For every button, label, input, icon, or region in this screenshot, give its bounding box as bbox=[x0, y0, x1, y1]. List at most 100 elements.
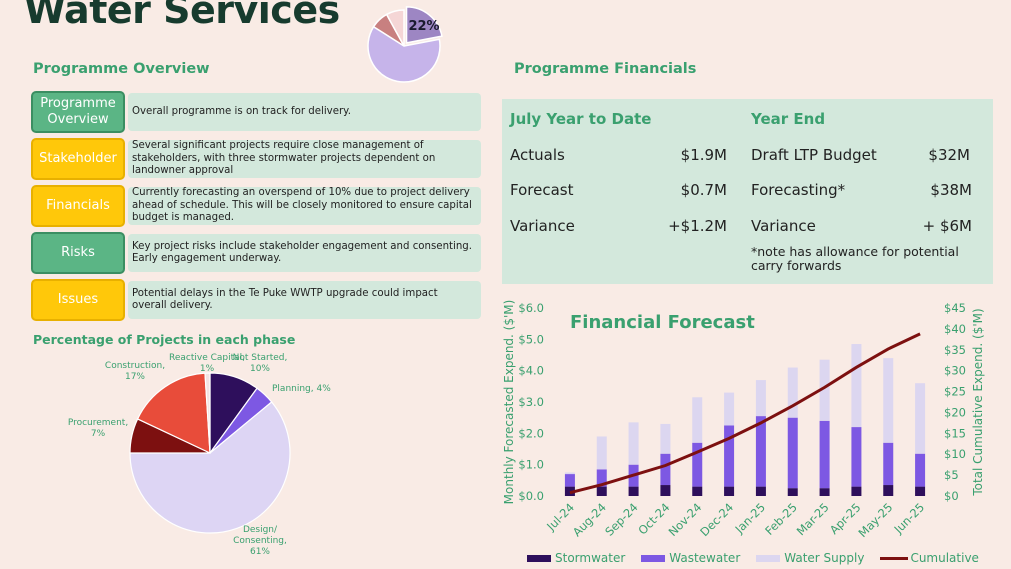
phase-pie-slice bbox=[136, 372, 211, 454]
x-tick-label: May-25 bbox=[856, 500, 896, 540]
phase-pie-chart: Not Started, 10% Planning, 4% Design/Consen… bbox=[68, 353, 331, 557]
financials-panel bbox=[502, 99, 993, 284]
x-tick-label: Feb-25 bbox=[762, 500, 800, 538]
bar-water-supply bbox=[628, 422, 639, 465]
ytd-actuals-label: Actuals bbox=[510, 146, 565, 164]
overview-row-financials: Financials Currently forecasting an over… bbox=[31, 185, 481, 227]
bar-water-supply bbox=[755, 380, 766, 417]
legend-cumulative-label: Cumulative bbox=[910, 551, 979, 565]
financials-badge: Financials bbox=[31, 185, 125, 227]
ye-variance-value: + $6M bbox=[922, 217, 972, 235]
financials-heading: Programme Financials bbox=[514, 61, 697, 77]
overview-heading: Programme Overview bbox=[33, 61, 210, 77]
forecast-y2label: Total Cumulative Expend. ($'M) bbox=[971, 308, 985, 496]
y2-tick-label: $30 bbox=[944, 364, 966, 378]
forecast-chart-title: Financial Forecast bbox=[570, 312, 755, 333]
bar-wastewater bbox=[596, 469, 607, 487]
bar-wastewater bbox=[851, 427, 862, 487]
bar-water-supply bbox=[787, 367, 798, 418]
y2-tick-label: $5 bbox=[944, 468, 959, 482]
cumulative-line bbox=[569, 332, 921, 495]
y-tick-label: $6.0 bbox=[518, 301, 544, 315]
bar-stormwater bbox=[787, 488, 798, 496]
bar-stormwater bbox=[851, 486, 862, 496]
legend-cumulative: Cumulative bbox=[880, 551, 979, 565]
phase-chart-title: Percentage of Projects in each phase bbox=[33, 332, 296, 347]
forecast-legend: Stormwater Wastewater Water Supply Cumul… bbox=[527, 551, 979, 565]
legend-water-supply: Water Supply bbox=[756, 551, 864, 565]
y2-tick-label: $20 bbox=[944, 405, 966, 419]
x-tick-label: Sep-24 bbox=[602, 500, 641, 539]
financials-text: Currently forecasting an overspend of 10… bbox=[128, 187, 481, 225]
risks-text: Key project risks include stakeholder en… bbox=[128, 234, 481, 272]
phase-pie-slice bbox=[204, 372, 211, 454]
issues-text: Potential delays in the Te Puke WWTP upg… bbox=[128, 281, 481, 319]
y-tick-label: $3.0 bbox=[518, 395, 544, 409]
y2-tick-label: $15 bbox=[944, 426, 966, 440]
bar-stormwater bbox=[692, 486, 703, 496]
y2-tick-label: $25 bbox=[944, 385, 966, 399]
financial-forecast-chart: Financial Forecast Monthly Forecasted Ex… bbox=[502, 300, 985, 540]
summary-pie-slice bbox=[385, 9, 405, 47]
page-title: Water Services bbox=[24, 0, 340, 32]
legend-stormwater-swatch bbox=[527, 554, 551, 562]
bar-stormwater bbox=[915, 486, 926, 496]
bar-stormwater bbox=[883, 485, 894, 496]
ye-heading: Year End bbox=[751, 110, 826, 128]
bar-stormwater bbox=[724, 486, 735, 496]
ytd-variance-value: +$1.2M bbox=[668, 217, 727, 235]
legend-wastewater: Wastewater bbox=[641, 551, 740, 565]
summary-pie: 22% bbox=[367, 6, 443, 83]
ytd-forecast-label: Forecast bbox=[510, 181, 574, 199]
legend-wastewater-label: Wastewater bbox=[669, 551, 741, 565]
y-tick-label: $2.0 bbox=[518, 426, 544, 440]
phase-pie-slice bbox=[129, 401, 291, 534]
x-tick-label: Dec-24 bbox=[697, 500, 736, 539]
bar-stormwater bbox=[819, 488, 830, 496]
bar-stormwater bbox=[596, 486, 607, 496]
programme-overview-badge: Programme Overview bbox=[31, 91, 125, 133]
y2-tick-label: $10 bbox=[944, 447, 966, 461]
ye-variance-label: Variance bbox=[751, 217, 816, 235]
x-tick-label: Mar-25 bbox=[794, 500, 832, 538]
y2-tick-label: $0 bbox=[944, 489, 959, 503]
ytd-heading: July Year to Date bbox=[510, 110, 652, 128]
bar-water-supply bbox=[596, 436, 607, 470]
stakeholder-text: Several significant projects require clo… bbox=[128, 140, 481, 178]
ytd-actuals-value: $1.9M bbox=[680, 146, 727, 164]
bar-wastewater bbox=[787, 417, 798, 489]
bar-water-supply bbox=[819, 359, 830, 421]
x-tick-label: Nov-24 bbox=[666, 500, 705, 539]
bar-water-supply bbox=[692, 397, 703, 443]
summary-pie-slice bbox=[405, 6, 443, 44]
overview-row-programme: Programme Overview Overall programme is … bbox=[31, 91, 481, 133]
bar-wastewater bbox=[883, 442, 894, 486]
phase-pie-label: Not Started, 10% bbox=[233, 353, 288, 374]
bar-stormwater bbox=[628, 486, 639, 496]
ye-forecasting-label: Forecasting* bbox=[751, 181, 846, 199]
ye-budget-value: $32M bbox=[928, 146, 970, 164]
y2-tick-label: $45 bbox=[944, 301, 966, 315]
phase-pie-label: Planning, 4% bbox=[272, 384, 331, 394]
bar-water-supply bbox=[564, 472, 575, 475]
bar-stormwater bbox=[755, 486, 766, 496]
ytd-forecast-value: $0.7M bbox=[680, 181, 727, 199]
x-tick-label: Aug-24 bbox=[570, 500, 609, 539]
overview-row-risks: Risks Key project risks include stakehol… bbox=[31, 232, 481, 274]
bar-water-supply bbox=[915, 383, 926, 454]
bar-wastewater bbox=[755, 416, 766, 487]
y-tick-label: $4.0 bbox=[518, 364, 544, 378]
bar-water-supply bbox=[883, 358, 894, 443]
bar-wastewater bbox=[724, 425, 735, 487]
bar-stormwater bbox=[660, 485, 671, 496]
ye-forecasting-value: $38M bbox=[930, 181, 972, 199]
phase-pie-label: Construction, 17% bbox=[105, 361, 165, 382]
stakeholder-badge: Stakeholder bbox=[31, 138, 125, 180]
bar-wastewater bbox=[692, 442, 703, 487]
bar-wastewater bbox=[660, 453, 671, 486]
y2-tick-label: $35 bbox=[944, 343, 966, 357]
overview-row-stakeholder: Stakeholder Several significant projects… bbox=[31, 138, 481, 180]
risks-badge: Risks bbox=[31, 232, 125, 274]
overview-row-issues: Issues Potential delays in the Te Puke W… bbox=[31, 279, 481, 321]
phase-pie-label: Design/Consenting, 61% bbox=[233, 525, 287, 557]
